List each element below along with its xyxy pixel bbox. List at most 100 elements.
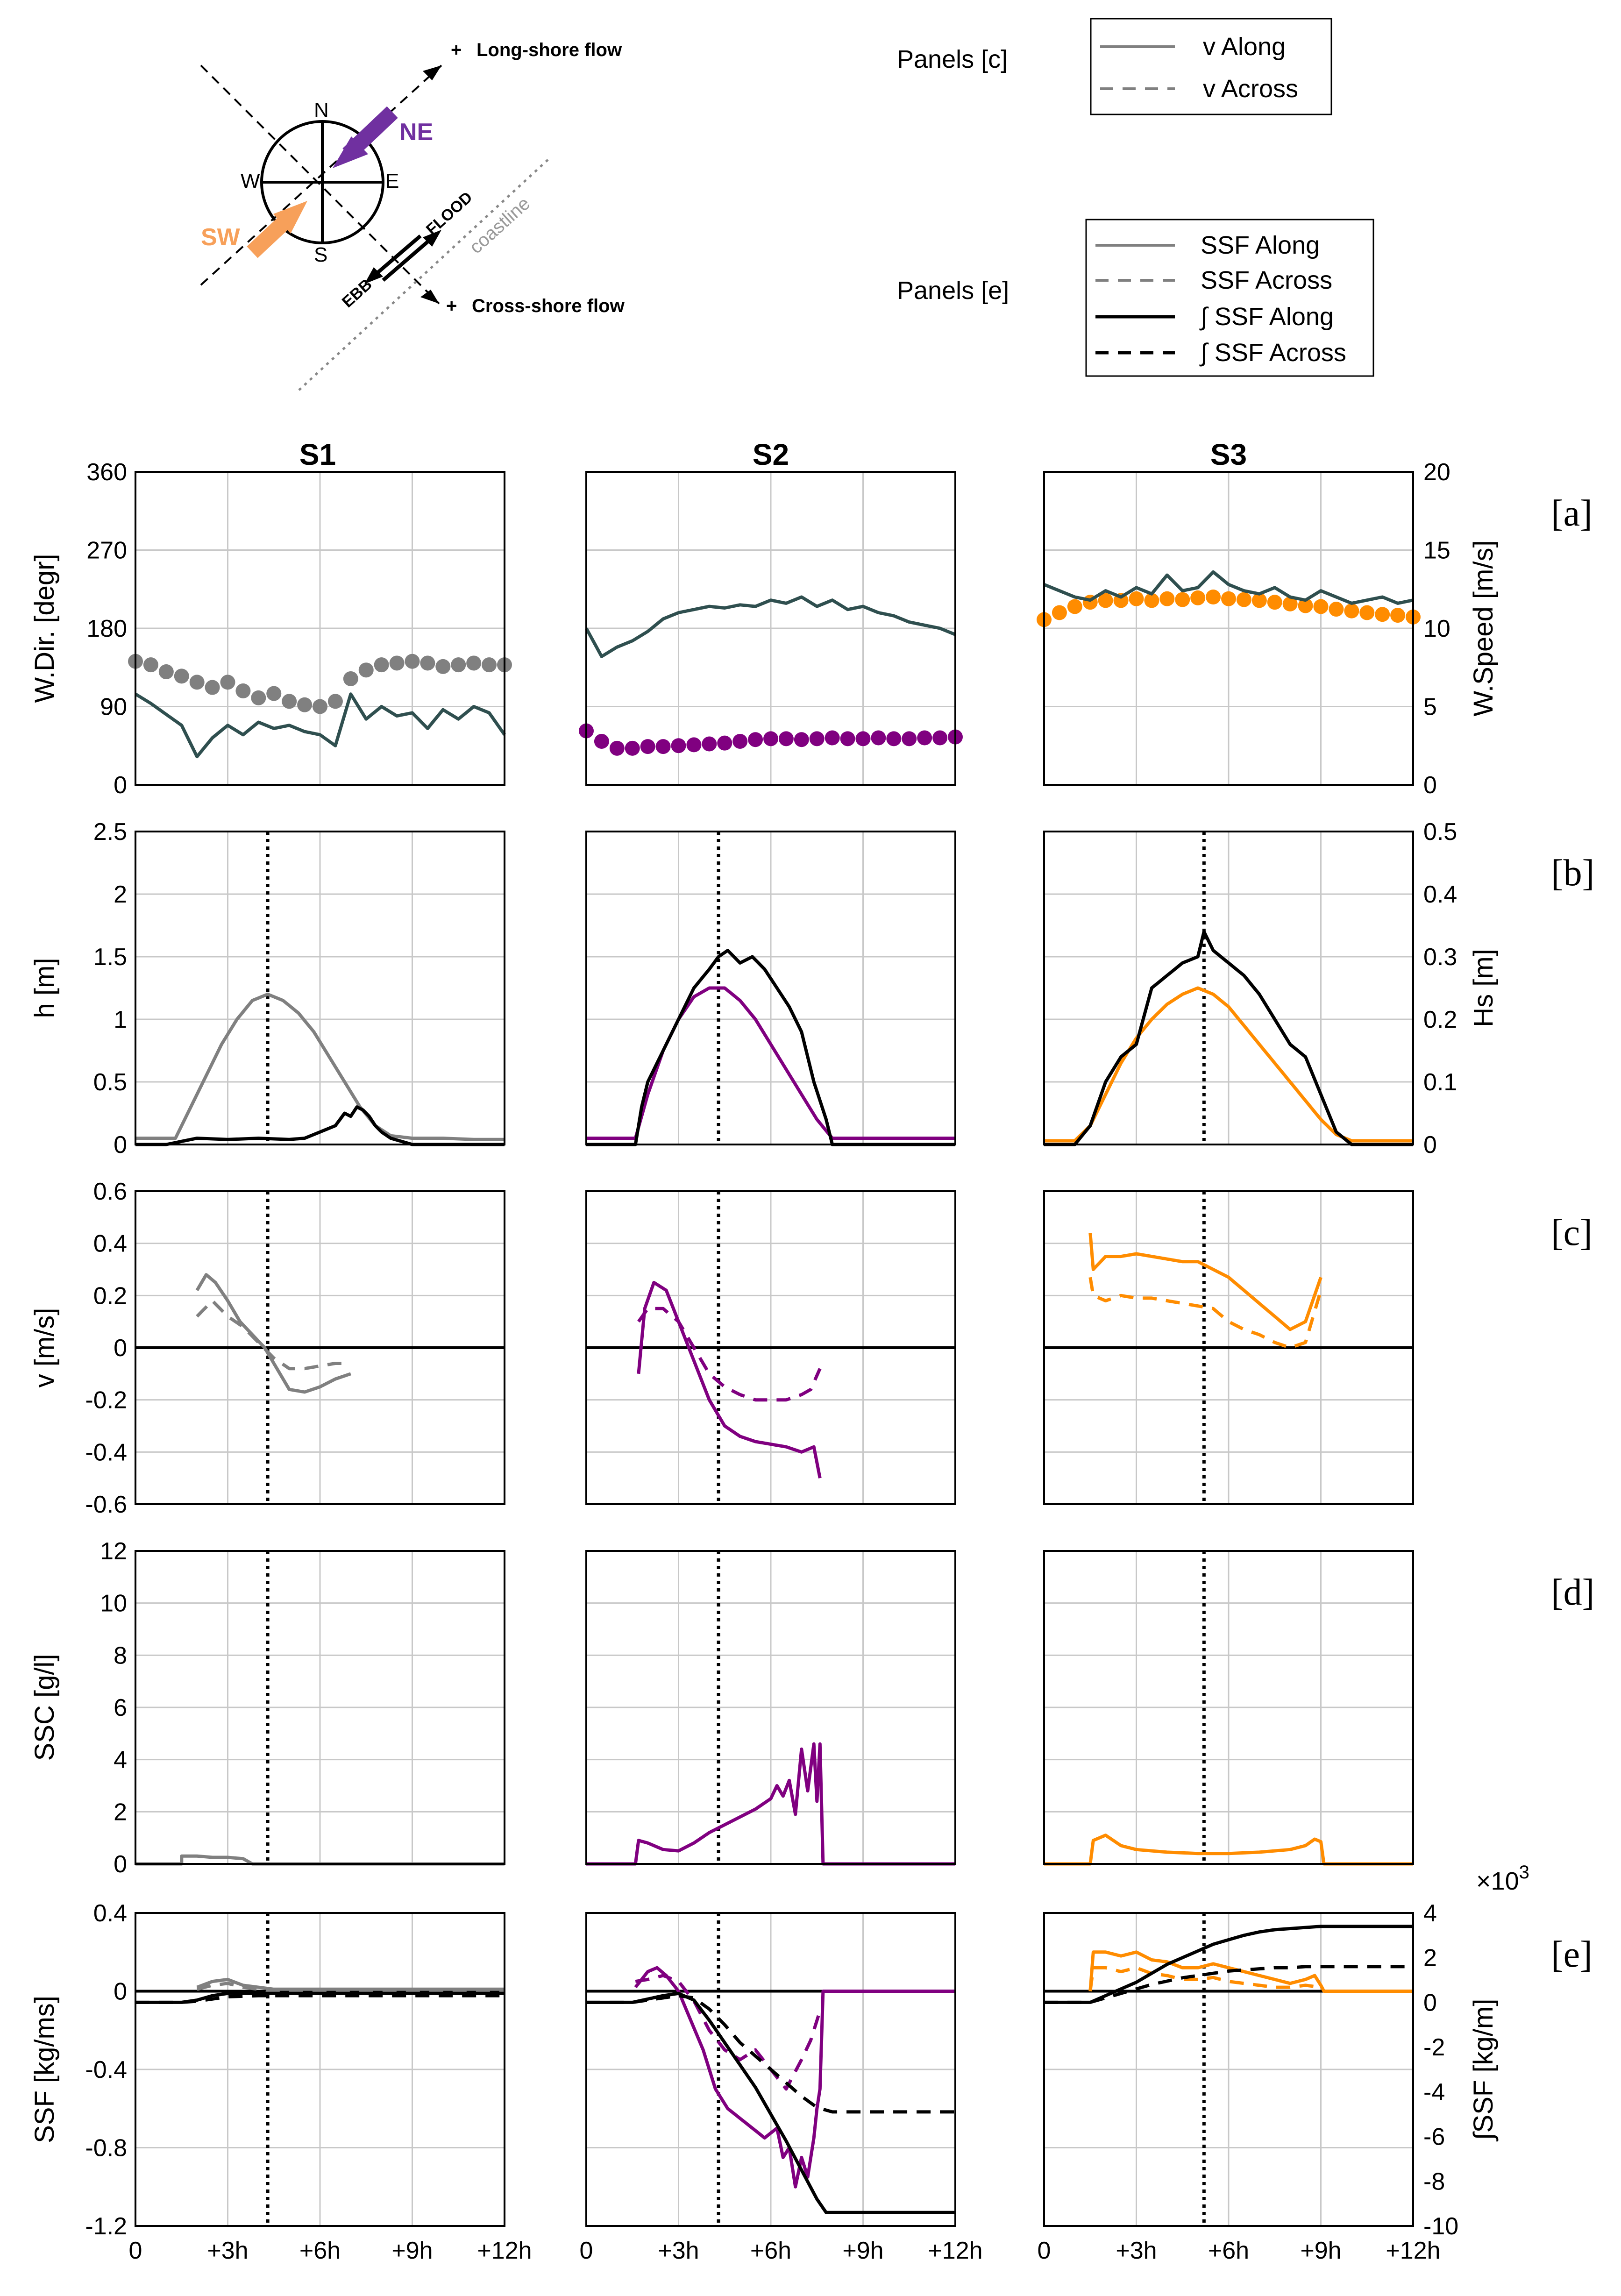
row-tag-d: [d]	[1551, 1572, 1594, 1613]
orientation-diagram: + Long-shore flow + Cross-shore flow N S…	[200, 40, 625, 391]
y-tick-label: 0	[114, 1131, 127, 1159]
legend-c-item-1: v Across	[1203, 75, 1298, 103]
y-tick-label: 6	[114, 1694, 127, 1721]
ebb-arrow	[370, 234, 422, 280]
x-tick-label: +9h	[1300, 2237, 1341, 2264]
chart-row-e: -1.2 -0.8 -0.4 0 0.4 SSF [kg/ms] 0 +3h +6h +9h +12…	[29, 1900, 1499, 2264]
data-point	[594, 733, 609, 749]
y-axis-label: W.Dir. [degr]	[29, 554, 60, 703]
data-point	[932, 730, 948, 746]
data-point	[778, 731, 794, 746]
panel-e-s3: -10 -8 -6 -4 -2 0 2 4 ∫SSF [kg/m] 0 +3h +6h +9h +12h	[1038, 1900, 1499, 2264]
data-point	[1282, 596, 1298, 611]
data-point	[625, 740, 640, 756]
cross-shore-arrowhead	[420, 290, 439, 304]
series-s3-h	[1044, 986, 1413, 1143]
chart-row-c: -0.6 -0.4 -0.2 0 0.2 0.4 0.6 v [m/s]	[29, 1178, 1414, 1518]
y2-tick-label: 0	[1423, 1989, 1437, 2016]
data-point	[794, 732, 809, 747]
panel-b-s2	[585, 831, 956, 1146]
axes-frame	[585, 471, 956, 786]
y-tick-label: 0.4	[93, 1900, 127, 1927]
series-s3-ssf-along	[1088, 1950, 1413, 1993]
data-point	[466, 655, 482, 671]
series-s2-ssf-across	[586, 1994, 955, 2114]
panel-e-s2: 0 +3h +6h +9h +12h	[580, 1912, 983, 2264]
data-point	[297, 697, 313, 712]
x-tick-label: +12h	[928, 2237, 982, 2264]
row-tag-c: [c]	[1551, 1212, 1593, 1253]
y2-tick-label: -6	[1423, 2124, 1445, 2151]
x-tick-label: 0	[580, 2237, 593, 2264]
exponent-label: ×103	[1476, 1862, 1529, 1895]
data-point	[1359, 605, 1375, 620]
axes-frame	[585, 1912, 956, 2227]
data-point	[1313, 599, 1329, 614]
legend-panels-e: Panels [e] SSF Along SSF Across ∫ SSF Al…	[897, 219, 1374, 377]
data-point	[855, 731, 871, 746]
data-point	[763, 731, 778, 746]
x-tick-label: +9h	[842, 2237, 883, 2264]
exponent-base: ×10	[1476, 1867, 1519, 1895]
axes-frame	[135, 1190, 505, 1505]
y-tick-label: 0	[114, 772, 127, 799]
chart-row-b: 0 0.5 1 1.5 2 2.5 h [m] 0 0.1 0.2 0.3 0.4 0.5 Hs [m]	[29, 818, 1499, 1159]
data-point	[389, 655, 405, 671]
coastline	[298, 158, 550, 391]
data-point	[1129, 591, 1144, 606]
series-s2-ssf-along	[586, 1991, 955, 2214]
axes-frame	[585, 1190, 956, 1505]
y2-tick-label: 0.3	[1423, 944, 1457, 971]
exponent-power: 3	[1519, 1862, 1529, 1883]
data-point	[1175, 592, 1190, 607]
data-point	[358, 662, 374, 678]
data-point	[871, 730, 886, 746]
y2-tick-label: -8	[1423, 2168, 1445, 2195]
x-tick-label: +9h	[391, 2237, 433, 2264]
data-point	[686, 737, 702, 753]
ne-label: NE	[399, 119, 433, 146]
panel-e-s1: -1.2 -0.8 -0.4 0 0.4 SSF [kg/ms] 0 +3h +6h +9h +12…	[29, 1900, 532, 2264]
series-s3-ssc	[1044, 1834, 1413, 1866]
data-point	[732, 733, 748, 749]
data-point	[886, 731, 902, 746]
data-point	[1375, 607, 1390, 622]
panel-b-s1: 0 0.5 1 1.5 2 2.5 h [m]	[29, 818, 505, 1159]
data-point	[702, 736, 717, 752]
y2-tick-label: 0.5	[1423, 818, 1457, 846]
ebb-arrowhead	[364, 267, 383, 284]
long-shore-label: Long-shore flow	[476, 40, 622, 60]
y-tick-label: 360	[86, 459, 127, 486]
data-point	[205, 680, 220, 695]
data-point	[251, 690, 266, 705]
y-axis-label: h [m]	[29, 958, 60, 1018]
y-tick-label: 0.5	[93, 1069, 127, 1096]
data-point	[343, 671, 358, 686]
y-tick-label: 1.5	[93, 944, 127, 971]
y2-tick-label: 15	[1423, 537, 1450, 564]
y2-tick-label: 2	[1423, 1945, 1437, 1972]
data-point	[825, 730, 840, 746]
y2-tick-label: -4	[1423, 2079, 1445, 2106]
x-tick-label: +12h	[477, 2237, 532, 2264]
sw-arrow-head	[273, 201, 307, 234]
series-s3-v-across	[1088, 1277, 1322, 1350]
data-point	[1052, 605, 1067, 620]
y-tick-label: 90	[100, 694, 127, 721]
panel-c-s1: -0.6 -0.4 -0.2 0 0.2 0.4 0.6 v [m/s]	[29, 1178, 505, 1518]
cross-shore-axis	[200, 64, 440, 305]
data-point	[482, 657, 497, 673]
y-tick-label: 270	[86, 537, 127, 564]
y-tick-label: -0.4	[85, 2056, 127, 2083]
axes-frame	[135, 1550, 505, 1865]
series-s3-w-speed	[1043, 570, 1414, 605]
y-tick-label: 1	[114, 1006, 127, 1033]
y2-tick-label: 0.2	[1423, 1006, 1457, 1033]
data-point	[220, 675, 235, 690]
panel-c-s2	[585, 1190, 956, 1505]
legend-e-item-0: SSF Along	[1201, 231, 1320, 259]
y-tick-label: 0	[114, 1335, 127, 1362]
axes-frame	[585, 1550, 956, 1865]
